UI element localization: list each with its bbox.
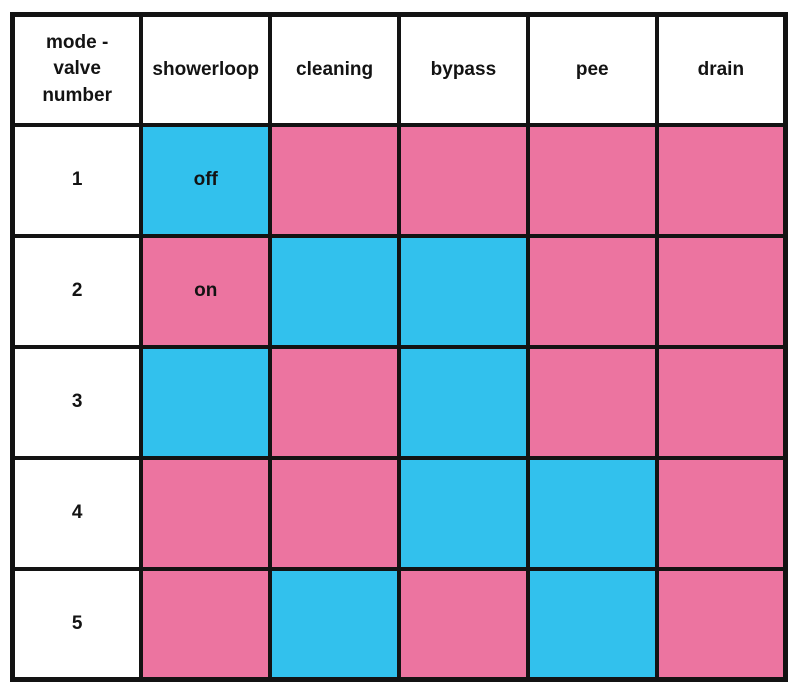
state-cell [139,566,273,682]
state-cell [525,455,659,571]
valve-mode-table: mode - valve number showerloop cleaning … [10,12,788,682]
state-cell [654,455,788,571]
header-cell-mode-valve-number: mode - valve number [10,12,144,127]
table-row-valve-5: 5 [10,566,788,682]
header-cell-bypass: bypass [396,12,530,127]
header-cell-showerloop: showerloop [139,12,273,127]
header-cell-pee: pee [525,12,659,127]
state-cell: on [139,233,273,349]
valve-number-cell: 5 [10,566,144,682]
table-row-valve-3: 3 [10,344,788,460]
state-cell [268,122,401,238]
valve-number-cell: 3 [10,344,144,460]
state-cell [396,233,530,349]
state-cell [139,344,273,460]
state-cell [654,344,788,460]
state-cell: off [139,122,273,238]
state-cell [268,344,401,460]
state-cell [654,233,788,349]
valve-number-cell: 4 [10,455,144,571]
valve-number-cell: 1 [10,122,144,238]
state-cell [396,455,530,571]
state-cell [525,233,659,349]
table-row-valve-4: 4 [10,455,788,571]
state-cell [268,455,401,571]
table-row-valve-2: 2 on [10,233,788,349]
state-cell [268,233,401,349]
state-cell [654,122,788,238]
state-cell [654,566,788,682]
state-cell [268,566,401,682]
header-row: mode - valve number showerloop cleaning … [10,12,788,127]
table-row-valve-1: 1 off [10,122,788,238]
state-cell [396,344,530,460]
state-cell [525,566,659,682]
state-cell [396,566,530,682]
state-cell [525,122,659,238]
header-cell-drain: drain [654,12,788,127]
state-cell [396,122,530,238]
state-cell [525,344,659,460]
state-cell [139,455,273,571]
valve-number-cell: 2 [10,233,144,349]
header-cell-cleaning: cleaning [268,12,401,127]
